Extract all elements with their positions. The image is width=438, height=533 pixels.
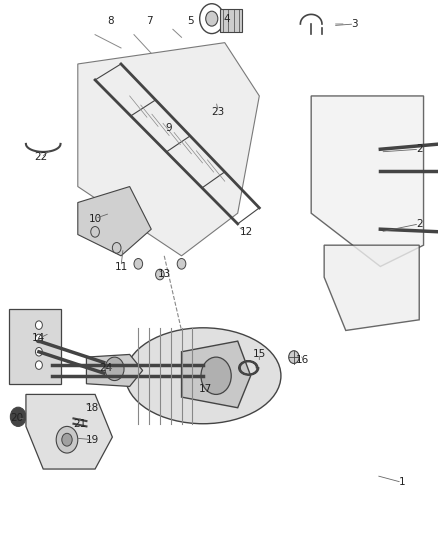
Text: 9: 9 xyxy=(165,123,172,133)
Circle shape xyxy=(35,321,42,329)
Text: 23: 23 xyxy=(211,107,224,117)
Circle shape xyxy=(62,433,72,446)
Text: 20: 20 xyxy=(11,414,24,423)
Text: 12: 12 xyxy=(239,227,252,237)
Text: 3: 3 xyxy=(350,19,357,29)
Circle shape xyxy=(35,334,42,343)
Circle shape xyxy=(112,243,121,253)
Text: 4: 4 xyxy=(223,14,230,23)
Polygon shape xyxy=(311,96,423,266)
Text: 15: 15 xyxy=(252,350,265,359)
Circle shape xyxy=(56,426,78,453)
Text: 1: 1 xyxy=(398,478,404,487)
Circle shape xyxy=(155,269,164,280)
Circle shape xyxy=(35,348,42,356)
Polygon shape xyxy=(9,309,60,384)
Circle shape xyxy=(35,361,42,369)
Text: 18: 18 xyxy=(86,403,99,413)
Polygon shape xyxy=(78,187,151,256)
Circle shape xyxy=(201,357,231,394)
Bar xyxy=(220,9,241,32)
Circle shape xyxy=(11,407,26,426)
Polygon shape xyxy=(181,341,250,408)
Text: 19: 19 xyxy=(86,435,99,445)
Text: 8: 8 xyxy=(107,17,113,26)
Text: 14: 14 xyxy=(32,334,46,343)
Polygon shape xyxy=(78,43,259,256)
Text: 22: 22 xyxy=(34,152,48,162)
Text: 24: 24 xyxy=(99,363,112,373)
Polygon shape xyxy=(26,394,112,469)
Text: 5: 5 xyxy=(187,17,193,26)
Circle shape xyxy=(105,357,124,381)
Text: 21: 21 xyxy=(73,419,86,429)
Text: 2: 2 xyxy=(415,219,422,229)
Circle shape xyxy=(177,259,185,269)
Text: 2: 2 xyxy=(415,144,422,154)
Text: 7: 7 xyxy=(145,17,152,26)
Circle shape xyxy=(134,259,142,269)
Text: 10: 10 xyxy=(88,214,102,223)
Text: 17: 17 xyxy=(198,384,212,394)
Polygon shape xyxy=(323,245,418,330)
Circle shape xyxy=(91,227,99,237)
Ellipse shape xyxy=(125,328,280,424)
Polygon shape xyxy=(86,354,142,386)
Circle shape xyxy=(205,11,217,26)
Text: 11: 11 xyxy=(114,262,127,271)
Text: 16: 16 xyxy=(295,355,308,365)
Circle shape xyxy=(288,351,298,364)
Text: 13: 13 xyxy=(157,270,170,279)
